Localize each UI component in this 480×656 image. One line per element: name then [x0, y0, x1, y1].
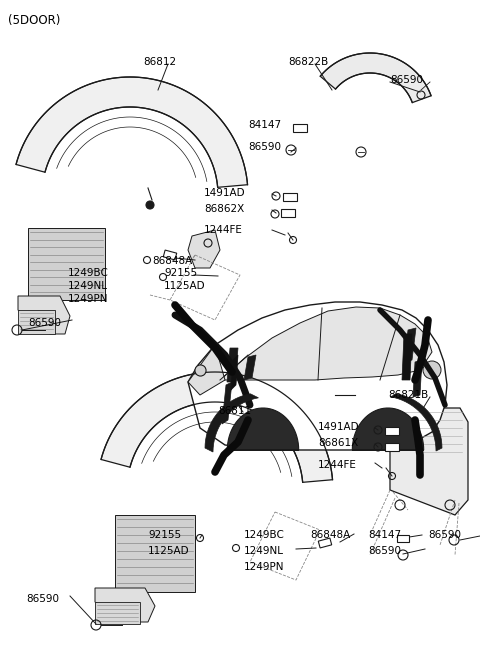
Polygon shape [244, 355, 256, 380]
Polygon shape [16, 77, 248, 188]
Text: 86862X: 86862X [204, 204, 244, 214]
Bar [385, 427, 399, 435]
Text: 86590: 86590 [248, 142, 281, 152]
Polygon shape [228, 408, 299, 450]
Bar [293, 124, 307, 132]
Bar [385, 443, 399, 451]
Polygon shape [205, 394, 258, 452]
Text: 86590: 86590 [390, 75, 423, 85]
Polygon shape [18, 310, 55, 334]
Polygon shape [28, 228, 105, 300]
Text: 86590: 86590 [368, 546, 401, 556]
Text: 84147: 84147 [248, 120, 281, 130]
Text: (5DOOR): (5DOOR) [8, 14, 60, 27]
Text: 86590: 86590 [428, 530, 461, 540]
Circle shape [146, 201, 154, 209]
Polygon shape [320, 53, 431, 102]
Text: 1249NL: 1249NL [244, 546, 284, 556]
Polygon shape [95, 588, 155, 622]
Polygon shape [413, 360, 422, 397]
Text: 1249PN: 1249PN [68, 294, 108, 304]
Polygon shape [101, 372, 333, 482]
Text: 86590: 86590 [26, 594, 59, 604]
Text: 1249PN: 1249PN [244, 562, 285, 572]
Text: 92155: 92155 [164, 268, 197, 278]
Polygon shape [352, 408, 424, 450]
Polygon shape [391, 394, 442, 451]
Text: 1125AD: 1125AD [164, 281, 205, 291]
Text: 92155: 92155 [148, 530, 181, 540]
Text: 1125AD: 1125AD [148, 546, 190, 556]
Text: 1491AD: 1491AD [204, 188, 246, 198]
Polygon shape [188, 230, 220, 268]
Polygon shape [390, 408, 468, 515]
Text: 86848A: 86848A [152, 256, 192, 266]
Bar [163, 250, 177, 260]
Bar [283, 193, 297, 201]
Text: 86590: 86590 [28, 318, 61, 328]
Text: 1491AD: 1491AD [318, 422, 360, 432]
Text: 86848A: 86848A [310, 530, 350, 540]
Text: 1249BC: 1249BC [68, 268, 109, 278]
Polygon shape [402, 334, 412, 380]
Polygon shape [115, 515, 195, 592]
Polygon shape [220, 307, 432, 380]
Text: 86861X: 86861X [318, 438, 358, 448]
Text: 1244FE: 1244FE [204, 225, 243, 235]
Text: 1244FE: 1244FE [318, 460, 357, 470]
Polygon shape [95, 602, 140, 624]
Bar [281, 209, 295, 217]
Text: 1249BC: 1249BC [244, 530, 285, 540]
Polygon shape [18, 296, 70, 334]
Polygon shape [222, 382, 232, 424]
Text: 86821B: 86821B [388, 390, 428, 400]
Text: 1249NL: 1249NL [68, 281, 108, 291]
Text: 86822B: 86822B [288, 57, 328, 67]
Polygon shape [227, 348, 238, 382]
Polygon shape [188, 345, 225, 395]
Circle shape [423, 361, 441, 379]
Polygon shape [231, 355, 238, 390]
Bar [318, 538, 332, 548]
Bar [397, 535, 409, 541]
Text: 86812: 86812 [143, 57, 176, 67]
Text: 84147: 84147 [368, 530, 401, 540]
Polygon shape [188, 302, 447, 450]
Polygon shape [404, 328, 416, 362]
Text: 86811: 86811 [218, 406, 251, 416]
